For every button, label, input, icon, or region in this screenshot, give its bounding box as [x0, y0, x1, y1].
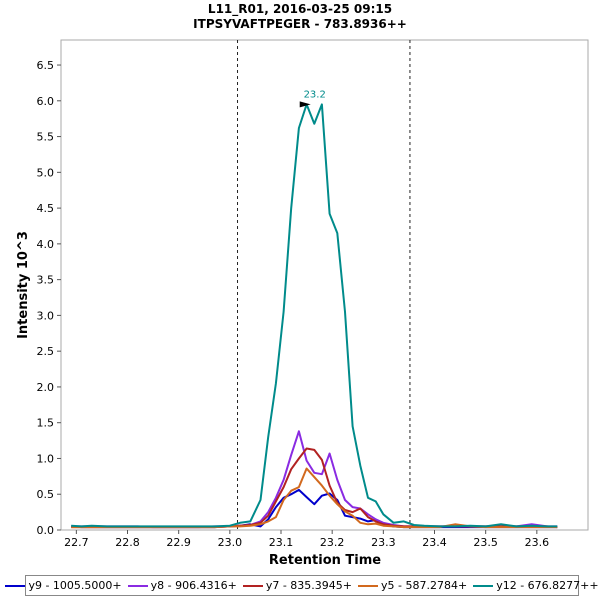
legend-swatch [473, 584, 494, 587]
legend: y9 - 1005.5000+ y8 - 906.4316+ y7 - 835.39… [5, 575, 599, 596]
legend-label: y12 - 676.8277++ [496, 579, 599, 592]
x-tick-label: 23.5 [473, 536, 498, 549]
series-line-y9 [71, 488, 558, 529]
legend-swatch [127, 584, 148, 587]
legend-item: y8 - 906.4316+ [127, 579, 237, 592]
y-tick-label: 0.0 [37, 524, 55, 537]
legend-label: y9 - 1005.5000+ [28, 579, 122, 592]
legend-swatch [242, 584, 263, 587]
legend-item: y9 - 1005.5000+ [5, 579, 122, 592]
x-tick-label: 22.8 [115, 536, 140, 549]
series-layer [71, 103, 558, 529]
y-tick-label: 6.0 [37, 95, 55, 108]
legend-swatch [5, 584, 26, 587]
x-tick-label: 22.9 [166, 536, 191, 549]
y-tick-label: 4.0 [37, 238, 55, 251]
legend-item: y7 - 835.3945+ [242, 579, 352, 592]
x-axis-label: Retention Time [269, 553, 381, 568]
series-line-y5 [71, 467, 558, 529]
y-tick-label: 4.5 [37, 202, 55, 215]
y-tick-label: 6.5 [37, 59, 55, 72]
series-line-y12 [71, 103, 558, 528]
x-tick-label: 23.1 [269, 536, 294, 549]
y-tick-label: 2.0 [37, 381, 55, 394]
series-line-y7 [71, 447, 558, 529]
y-tick-label: 3.0 [37, 309, 55, 322]
legend-item: y5 - 587.2784+ [358, 579, 467, 592]
peak-annotation-layer: 23.2 [299, 89, 326, 108]
y-tick-label: 0.5 [37, 488, 55, 501]
x-tick-label: 22.7 [64, 536, 89, 549]
y-tick-label: 1.0 [37, 452, 55, 465]
x-axis: 22.7 22.8 22.9 23.0 23.1 23.2 23.3 23.4 23.5 23.6 [64, 530, 549, 549]
x-tick-label: 23.0 [218, 536, 243, 549]
y-axis: 0.0 0.5 1.0 1.5 2.0 2.5 3.0 3.5 4.0 4.5 5.0 5.5 6.0 6… [37, 59, 61, 537]
x-tick-label: 23.2 [320, 536, 345, 549]
legend-label: y7 - 835.3945+ [265, 579, 352, 592]
chart-title: L11_R01, 2016-03-25 09:15 [208, 2, 392, 17]
series-line-y8 [71, 430, 558, 529]
legend-swatch [358, 584, 378, 587]
legend-label: y8 - 906.4316+ [150, 579, 237, 592]
x-tick-label: 23.3 [371, 536, 396, 549]
y-tick-label: 1.5 [37, 417, 55, 430]
peak-annotation-label: 23.2 [304, 89, 326, 100]
x-tick-label: 23.4 [422, 536, 447, 549]
y-tick-label: 3.5 [37, 274, 55, 287]
y-tick-label: 2.5 [37, 345, 55, 358]
peak-marker-arrow [299, 101, 311, 108]
x-tick-label: 23.6 [525, 536, 550, 549]
plot-area [60, 39, 589, 531]
chart-subtitle: ITPSYVAFTPEGER - 783.8936++ [193, 17, 407, 31]
integration-bounds [237, 40, 411, 530]
y-axis-label: Intensity 10^3 [16, 231, 31, 339]
y-tick-label: 5.5 [37, 131, 55, 144]
y-tick-label: 5.0 [37, 166, 55, 179]
legend-label: y5 - 587.2784+ [381, 579, 468, 592]
legend-item: y12 - 676.8277++ [473, 579, 599, 592]
